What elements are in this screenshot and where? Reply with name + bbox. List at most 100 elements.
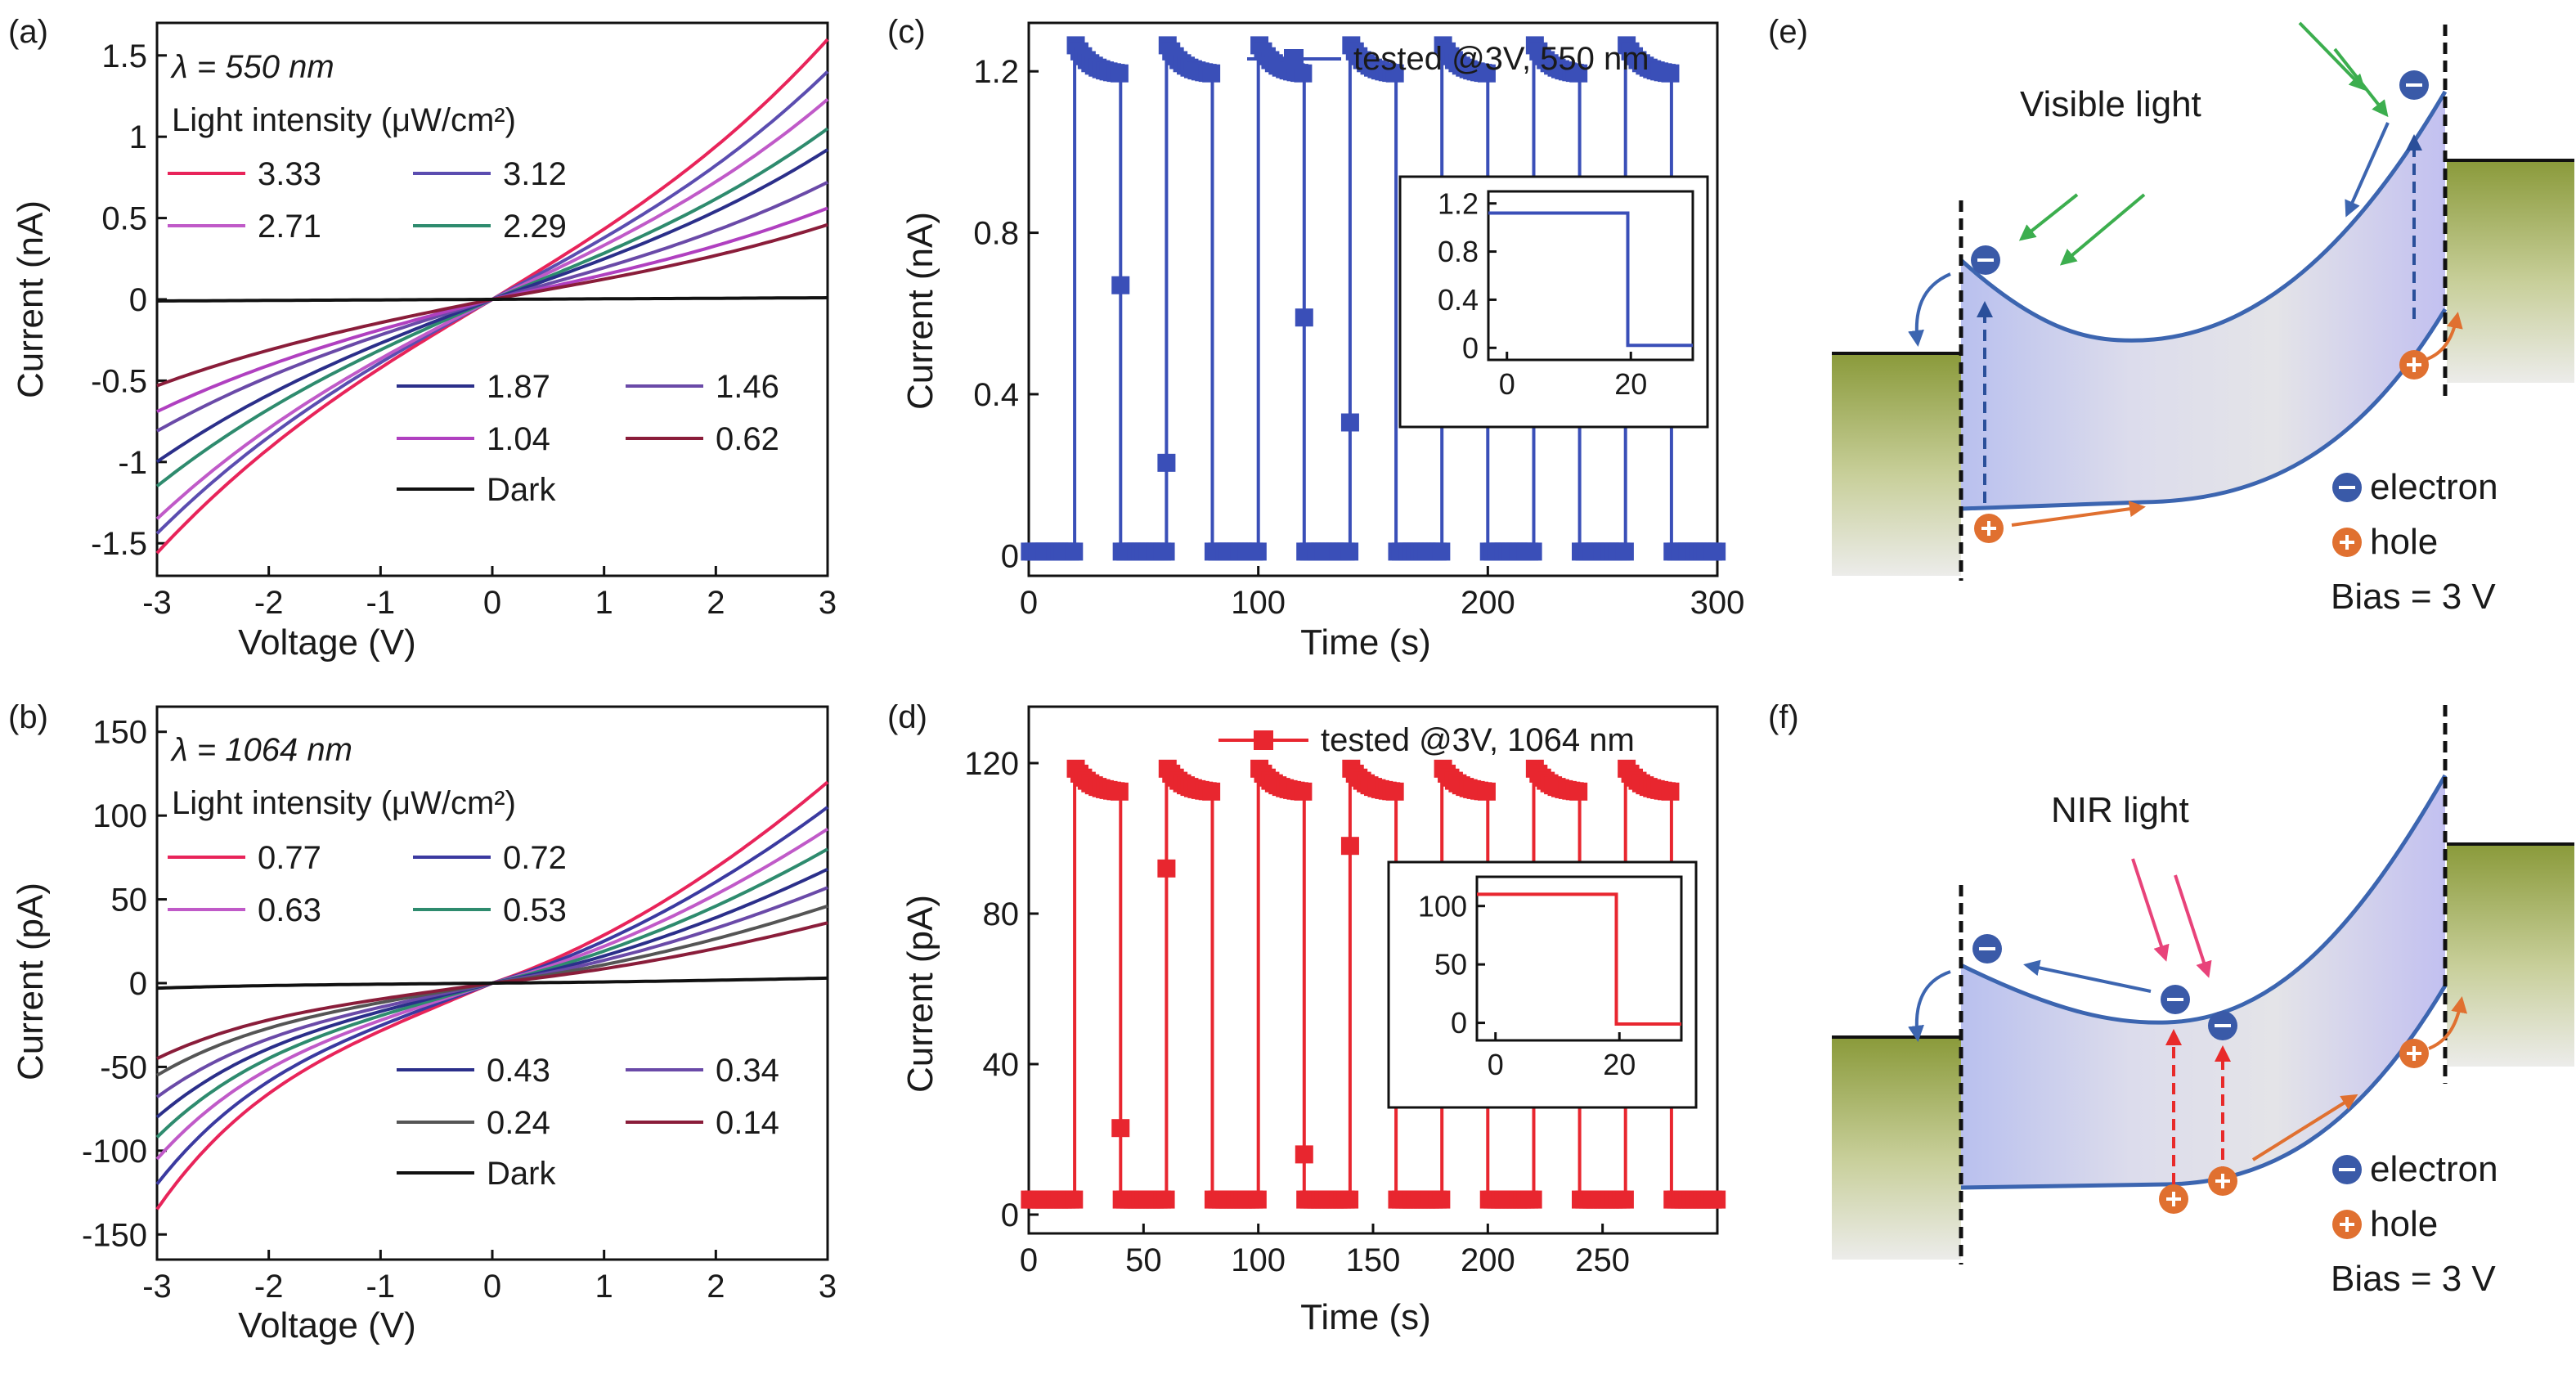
legend-marker-d: [1254, 730, 1273, 750]
data-point: [1202, 782, 1221, 801]
x-tick-label-c: 200: [1461, 585, 1515, 621]
y-tick-label-inset-c: 0.8: [1438, 235, 1479, 268]
legend-label-b: 0.24: [487, 1105, 550, 1141]
hole-drift-arrow-e: [2011, 501, 2146, 527]
light-label-f: NIR light: [2051, 790, 2189, 830]
data-point: [1340, 837, 1359, 856]
hole-icon: [2399, 350, 2429, 380]
y-tick-label-b: -150: [82, 1217, 147, 1253]
legend-title-b: Light intensity (μW/cm²): [172, 785, 516, 821]
iv-curve: [155, 70, 829, 535]
inset-d: 0 20 0 50 100: [1387, 860, 1698, 1109]
iv-curve: [156, 296, 828, 303]
electron-drift-arrow-f: [2023, 959, 2152, 993]
x-tick-label-c: 0: [1020, 585, 1038, 621]
data-point: [1569, 782, 1588, 801]
y-tick-label-inset-c: 0.4: [1438, 283, 1479, 317]
inset-trace: [1488, 211, 1693, 348]
x-tick-label-b: -3: [142, 1269, 172, 1305]
x-tick-label-b: 2: [707, 1269, 725, 1305]
data-point: [1156, 542, 1175, 561]
data-point: [1615, 542, 1634, 561]
data-point: [1340, 542, 1359, 561]
y-tick-label-b: 50: [111, 883, 148, 919]
x-tick-label-b: 3: [819, 1269, 837, 1305]
data-point: [1157, 859, 1176, 878]
y-tick-label-d: 0: [1001, 1197, 1019, 1233]
axis-frame-c: 0 100 200 300 0 0.4 0.8 1.2: [973, 21, 1745, 621]
panel-b: (b) -3 -2 -1 0 1 2 3 -150 -100 -50 0 50 100 150 λ = 1…: [8, 699, 837, 1345]
legend-a: 3.33 3.12 2.71 2.29 1.87 1.46 1.04 0.62 Dark: [168, 156, 779, 508]
panel-f: (f) NIR l: [1768, 699, 2574, 1299]
x-tick-label-d: 50: [1125, 1242, 1162, 1278]
plot-frame-inset-c: [1487, 190, 1694, 362]
x-tick-label-a: 1: [595, 585, 613, 621]
y-axis-label-b: Current (pA): [11, 883, 51, 1080]
conduction-band-f: [1959, 774, 2448, 1025]
data-point: [1661, 64, 1680, 83]
legend-title-a: Light intensity (μW/cm²): [172, 102, 516, 138]
y-axis-label-d: Current (pA): [900, 895, 940, 1093]
x-tick-label-c: 100: [1231, 585, 1286, 621]
y-tick-label-a: 0: [129, 282, 147, 318]
legend-label-a: 1.04: [487, 421, 550, 457]
data-point: [1524, 1190, 1542, 1209]
panel-a: (a) -3 -2 -1 0 1 2 3 -1.5 -1 -0.5 0 0.5 1 1.5 λ = 550…: [8, 14, 837, 663]
data-point: [1110, 64, 1129, 83]
y-axis-label-a: Current (nA): [11, 200, 51, 398]
y-tick-label-inset-d: 0: [1451, 1006, 1467, 1040]
electron-icon: [2161, 985, 2190, 1014]
y-tick-label-a: 1.5: [101, 38, 147, 74]
x-tick-label-inset-d: 20: [1603, 1048, 1636, 1081]
legend-label-a: Dark: [487, 472, 556, 508]
data-point: [1111, 1119, 1130, 1138]
legend-label-a: 3.33: [258, 156, 321, 192]
data-point: [1065, 542, 1084, 561]
y-tick-label-d: 80: [983, 896, 1020, 932]
plot-frame-c: [1027, 21, 1719, 577]
hole-icon: [2399, 1039, 2429, 1068]
legend-b: 0.77 0.72 0.63 0.53 0.43 0.34 0.24 0.14 Dark: [168, 840, 779, 1192]
legend-hole-label-e: hole: [2370, 522, 2438, 562]
right-contact-e: [2447, 160, 2574, 383]
y-tick-label-c: 0.4: [973, 377, 1019, 413]
legend-label-a: 2.71: [258, 209, 321, 245]
data-point: [1295, 308, 1313, 327]
legend-label-d: tested @3V, 1064 nm: [1321, 722, 1635, 758]
legend-label-b: 0.34: [716, 1053, 779, 1089]
y-tick-label-b: 150: [92, 715, 147, 751]
iv-curve: [156, 904, 828, 1077]
y-tick-label-c: 0: [1001, 538, 1019, 574]
y-tick-label-inset-c: 1.2: [1438, 186, 1479, 220]
y-tick-label-d: 120: [964, 746, 1019, 782]
x-tick-label-c: 300: [1690, 585, 1745, 621]
data-point: [1477, 64, 1496, 83]
electron-escape-arrow-f: [1908, 970, 1951, 1042]
legend-label-a: 0.62: [716, 421, 779, 457]
light-arrow-3-e: [2298, 21, 2366, 91]
data-point: [1524, 542, 1542, 561]
data-point: [1294, 64, 1313, 83]
legend-label-a: 1.87: [487, 369, 550, 405]
x-tick-label-inset-d: 0: [1488, 1048, 1504, 1081]
semiconductor-band-e: [1961, 92, 2445, 509]
data-point: [1340, 1190, 1359, 1209]
hole-escape-arrow-f: [2428, 996, 2468, 1050]
legend-label-a: 2.29: [503, 209, 567, 245]
x-tick-label-a: -2: [254, 585, 284, 621]
axis-frame-a: -3 -2 -1 0 1 2 3 -1.5 -1 -0.5 0 0.5 1 1.5: [91, 21, 837, 621]
bias-label-f: Bias = 3 V: [2331, 1259, 2496, 1299]
data-point: [1248, 542, 1267, 561]
data-point: [1477, 782, 1496, 801]
y-tick-label-a: -0.5: [91, 363, 147, 399]
legend-hole-f: hole: [2332, 1204, 2438, 1244]
legend-label-b: 0.72: [503, 840, 567, 876]
data-point: [1065, 1190, 1084, 1209]
data-point: [1156, 1190, 1175, 1209]
x-tick-label-inset-c: 20: [1614, 367, 1647, 401]
data-point: [1615, 1190, 1634, 1209]
x-tick-label-b: 1: [595, 1269, 613, 1305]
